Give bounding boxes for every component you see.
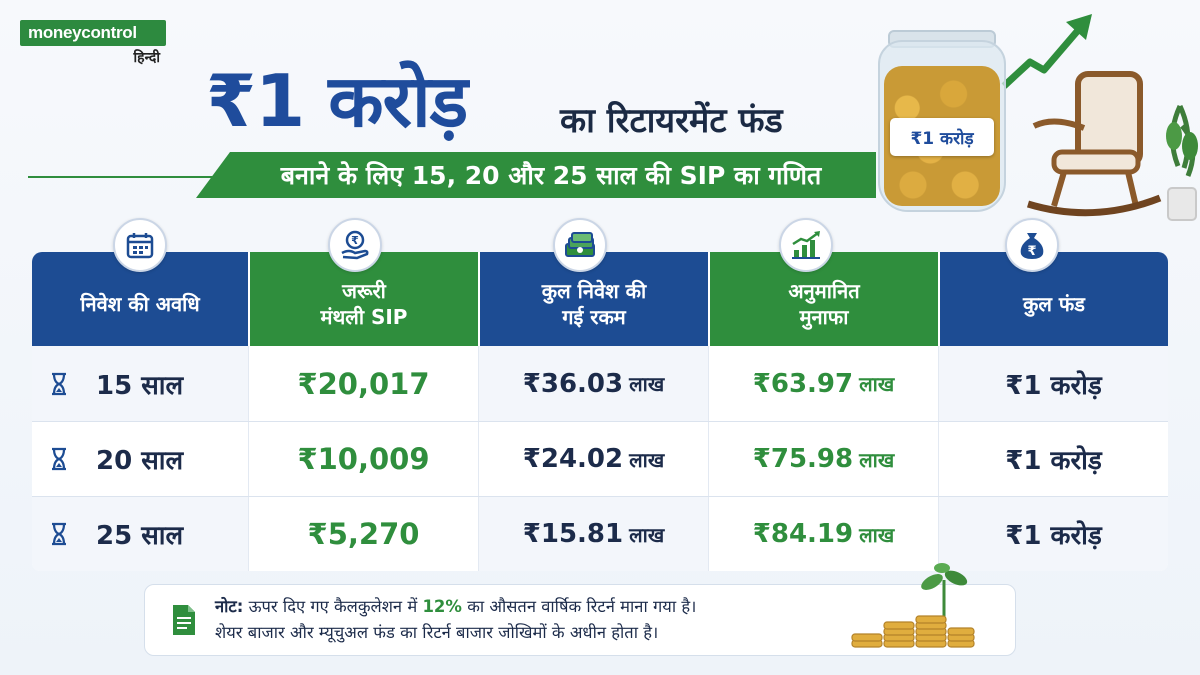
hourglass-icon (50, 522, 68, 546)
subtitle-rule (28, 176, 218, 178)
invest-cell: ₹36.03 लाख (478, 346, 708, 421)
invest-unit: लाख (629, 447, 665, 472)
moneycontrol-logo[interactable]: moneycontrol हिन्दी (20, 20, 166, 67)
period-value: 15 साल (96, 370, 184, 401)
header-total-invested: कुल निवेश की गई रकम (478, 252, 708, 346)
profit-unit: लाख (859, 372, 895, 396)
header-label: मंथली SIP (320, 305, 408, 329)
sip-cell: ₹5,270 (248, 497, 478, 571)
disclaimer-note: नोट: ऊपर दिए गए कैलकुलेशन में 12% का औसत… (144, 584, 1016, 656)
table-row: 15 साल ₹20,017 ₹36.03 लाख ₹63.97 लाख ₹1 … (32, 346, 1168, 421)
sip-cell: ₹20,017 (248, 346, 478, 421)
table-body: 15 साल ₹20,017 ₹36.03 लाख ₹63.97 लाख ₹1 … (32, 346, 1168, 571)
svg-text:₹: ₹ (1027, 244, 1036, 259)
growth-chart-icon (779, 218, 833, 272)
note-line1-after: का औसतन वार्षिक रिटर्न माना गया है। (467, 596, 697, 616)
subtitle-text: बनाने के लिए 15, 20 और 25 साल की SIP का … (280, 161, 822, 190)
invest-cell: ₹15.81 लाख (478, 497, 708, 571)
table-row: 25 साल ₹5,270 ₹15.81 लाख ₹84.19 लाख ₹1 क… (32, 496, 1168, 571)
total-cell: ₹1 करोड़ (938, 497, 1168, 571)
logo-language: हिन्दी (133, 50, 160, 66)
header-label: गई रकम (562, 305, 626, 329)
table-header: निवेश की अवधि जरूरी मंथली SIP कुल निवेश … (32, 252, 1168, 346)
invest-value: ₹15.81 (522, 519, 624, 549)
header-label: निवेश की अवधि (80, 292, 200, 316)
total-cell: ₹1 करोड़ (938, 346, 1168, 421)
invest-unit: लाख (629, 372, 665, 396)
sip-cell: ₹10,009 (248, 422, 478, 496)
header-total-fund: कुल फंड (938, 252, 1168, 346)
invest-value: ₹24.02 (522, 444, 624, 474)
total-cell: ₹1 करोड़ (938, 422, 1168, 496)
profit-cell: ₹84.19 लाख (708, 497, 938, 571)
rocking-chair-icon (1026, 71, 1162, 217)
invest-unit: लाख (629, 522, 665, 547)
table-row: 20 साल ₹10,009 ₹24.02 लाख ₹75.98 लाख ₹1 … (32, 421, 1168, 496)
rupee-hand-icon: ₹ (328, 218, 382, 272)
note-line1-before: ऊपर दिए गए कैलकुलेशन में (248, 596, 418, 616)
profit-cell: ₹63.97 लाख (708, 346, 938, 421)
invest-cell: ₹24.02 लाख (478, 422, 708, 496)
profit-value: ₹63.97 (752, 368, 854, 399)
profit-unit: लाख (859, 522, 895, 547)
header-label: कुल निवेश की (541, 279, 647, 303)
money-stack-icon (553, 218, 607, 272)
note-text: नोट: ऊपर दिए गए कैलकुलेशन में 12% का औसत… (215, 594, 696, 647)
header-period: निवेश की अवधि (32, 252, 248, 346)
plant-icon (1166, 104, 1198, 221)
profit-value: ₹84.19 (752, 519, 854, 549)
logo-wordmark: moneycontrol (20, 20, 166, 46)
document-icon (173, 605, 195, 635)
profit-cell: ₹75.98 लाख (708, 422, 938, 496)
period-cell: 20 साल (32, 422, 248, 496)
hourglass-icon (50, 447, 68, 471)
note-line2: शेयर बाजार और म्यूचुअल फंड का रिटर्न बाज… (215, 623, 659, 642)
profit-value: ₹75.98 (752, 444, 854, 474)
money-bag-icon: ₹ (1005, 218, 1059, 272)
profit-unit: लाख (859, 447, 895, 472)
headline-suffix: का रिटायरमेंट फंड (560, 101, 783, 141)
note-label: नोट: (215, 596, 244, 616)
sip-table: निवेश की अवधि जरूरी मंथली SIP कुल निवेश … (32, 218, 1168, 571)
header-label: अनुमानित (788, 279, 860, 303)
period-value: 20 साल (96, 446, 184, 476)
period-value: 25 साल (96, 521, 184, 551)
period-cell: 15 साल (32, 346, 248, 421)
hourglass-icon (50, 372, 68, 396)
header-monthly-sip: जरूरी मंथली SIP (248, 252, 478, 346)
header-label: कुल फंड (1022, 292, 1085, 316)
header-label: मुनाफा (799, 305, 849, 329)
growth-arrow-icon (1001, 14, 1092, 89)
calendar-icon (113, 218, 167, 272)
coin-stack-plant-icon (851, 563, 975, 648)
period-cell: 25 साल (32, 497, 248, 571)
invest-value: ₹36.03 (522, 368, 624, 399)
subtitle-banner: बनाने के लिए 15, 20 और 25 साल की SIP का … (196, 152, 876, 198)
headline-amount: ₹1 करोड़ (206, 59, 468, 143)
svg-text:₹: ₹ (351, 234, 359, 247)
header-estimated-profit: अनुमानित मुनाफा (708, 252, 938, 346)
note-highlight: 12% (422, 596, 462, 616)
jar-label: ₹1 करोड़ (890, 118, 994, 156)
header-label: जरूरी (342, 279, 386, 303)
